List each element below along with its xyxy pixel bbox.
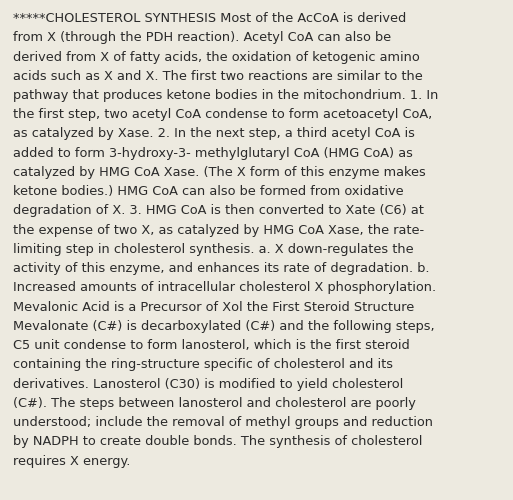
Text: ketone bodies.) HMG CoA can also be formed from oxidative: ketone bodies.) HMG CoA can also be form… xyxy=(13,185,403,198)
Text: catalyzed by HMG CoA Xase. (The X form of this enzyme makes: catalyzed by HMG CoA Xase. (The X form o… xyxy=(13,166,426,179)
Text: containing the ring-structure specific of cholesterol and its: containing the ring-structure specific o… xyxy=(13,358,393,372)
Text: the first step, two acetyl CoA condense to form acetoacetyl CoA,: the first step, two acetyl CoA condense … xyxy=(13,108,432,121)
Text: (C#). The steps between lanosterol and cholesterol are poorly: (C#). The steps between lanosterol and c… xyxy=(13,397,416,410)
Text: derivatives. Lanosterol (C30) is modified to yield cholesterol: derivatives. Lanosterol (C30) is modifie… xyxy=(13,378,403,390)
Text: activity of this enzyme, and enhances its rate of degradation. b.: activity of this enzyme, and enhances it… xyxy=(13,262,429,275)
Text: the expense of two X, as catalyzed by HMG CoA Xase, the rate-: the expense of two X, as catalyzed by HM… xyxy=(13,224,424,236)
Text: by NADPH to create double bonds. The synthesis of cholesterol: by NADPH to create double bonds. The syn… xyxy=(13,436,422,448)
Text: understood; include the removal of methyl groups and reduction: understood; include the removal of methy… xyxy=(13,416,433,429)
Text: added to form 3-hydroxy-3- methylglutaryl CoA (HMG CoA) as: added to form 3-hydroxy-3- methylglutary… xyxy=(13,146,412,160)
Text: derived from X of fatty acids, the oxidation of ketogenic amino: derived from X of fatty acids, the oxida… xyxy=(13,50,420,64)
Text: from X (through the PDH reaction). Acetyl CoA can also be: from X (through the PDH reaction). Acety… xyxy=(13,31,391,44)
Text: Mevalonate (C#) is decarboxylated (C#) and the following steps,: Mevalonate (C#) is decarboxylated (C#) a… xyxy=(13,320,435,333)
Text: C5 unit condense to form lanosterol, which is the first steroid: C5 unit condense to form lanosterol, whi… xyxy=(13,339,409,352)
Text: Mevalonic Acid is a Precursor of Xol the First Steroid Structure: Mevalonic Acid is a Precursor of Xol the… xyxy=(13,300,414,314)
Text: pathway that produces ketone bodies in the mitochondrium. 1. In: pathway that produces ketone bodies in t… xyxy=(13,89,438,102)
Text: acids such as X and X. The first two reactions are similar to the: acids such as X and X. The first two rea… xyxy=(13,70,423,82)
Text: limiting step in cholesterol synthesis. a. X down-regulates the: limiting step in cholesterol synthesis. … xyxy=(13,243,413,256)
Text: degradation of X. 3. HMG CoA is then converted to Xate (C6) at: degradation of X. 3. HMG CoA is then con… xyxy=(13,204,424,218)
Text: Increased amounts of intracellular cholesterol X phosphorylation.: Increased amounts of intracellular chole… xyxy=(13,282,436,294)
Text: as catalyzed by Xase. 2. In the next step, a third acetyl CoA is: as catalyzed by Xase. 2. In the next ste… xyxy=(13,128,415,140)
Text: *****CHOLESTEROL SYNTHESIS Most of the AcCoA is derived: *****CHOLESTEROL SYNTHESIS Most of the A… xyxy=(13,12,406,25)
Text: requires X energy.: requires X energy. xyxy=(13,454,130,468)
